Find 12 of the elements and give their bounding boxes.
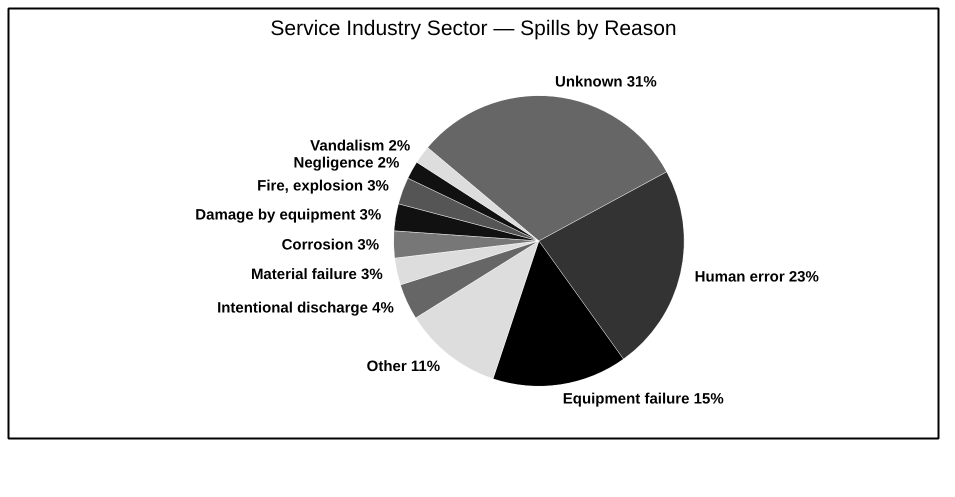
slice-label: Equipment failure 15%: [562, 390, 724, 408]
slice-label: Unknown 31%: [555, 73, 657, 90]
slice-label: Damage by equipment 3%: [195, 206, 382, 224]
slice-label: Negligence 2%: [293, 154, 400, 172]
slice-label: Human error 23%: [694, 268, 819, 286]
slice-label: Vandalism 2%: [310, 138, 410, 155]
chart-title: Service Industry Sector — Spills by Reason: [270, 17, 677, 40]
slice-label: Other 11%: [366, 358, 440, 376]
slice-label: Intentional discharge 4%: [217, 299, 394, 316]
slice-label: Fire, explosion 3%: [257, 177, 389, 194]
slice-label: Corrosion 3%: [282, 236, 380, 254]
slice-label: Material failure 3%: [250, 266, 383, 284]
